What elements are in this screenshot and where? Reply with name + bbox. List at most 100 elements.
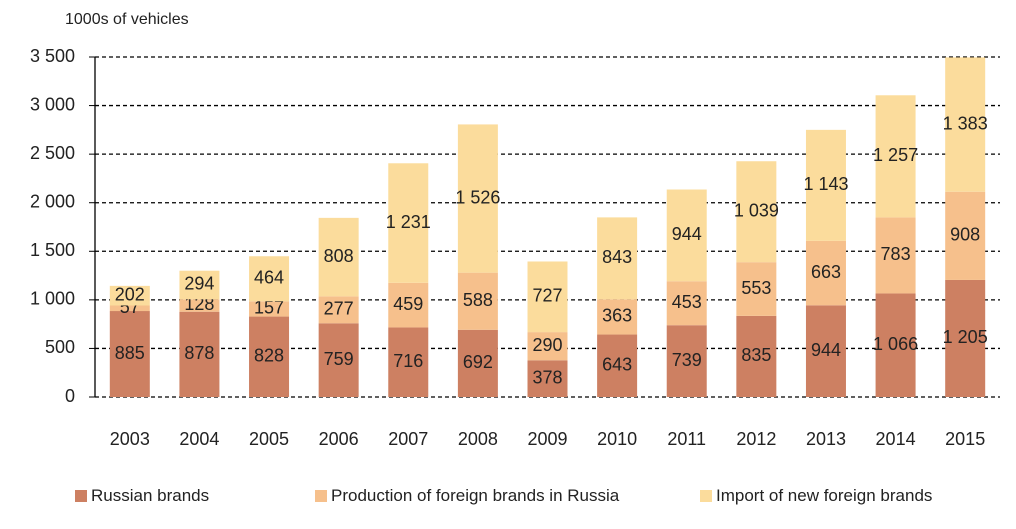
bar-segment: [249, 256, 290, 302]
legend-swatch: [700, 490, 712, 502]
bar-segment: [597, 299, 638, 335]
bar-segment: [736, 161, 777, 263]
value-label: 453: [672, 292, 702, 312]
legend-label: Production of foreign brands in Russia: [331, 486, 620, 505]
bar-segment: [527, 261, 568, 333]
legend-item: Import of new foreign brands: [700, 487, 960, 505]
bar-segment: [457, 124, 498, 273]
value-label: 1 066: [873, 334, 918, 354]
value-label: 885: [115, 343, 145, 363]
y-tick-label: 500: [45, 337, 75, 357]
value-label: 1 231: [386, 212, 431, 232]
bar-segment: [597, 334, 638, 397]
value-label: 588: [463, 290, 493, 310]
bar-segment: [179, 299, 220, 312]
value-label: 663: [811, 262, 841, 282]
y-tick-label: 2 500: [30, 143, 75, 163]
bar-segment: [527, 360, 568, 397]
value-label: 692: [463, 352, 493, 372]
value-label: 553: [741, 278, 771, 298]
value-label: 808: [324, 246, 354, 266]
value-label: 944: [672, 224, 702, 244]
value-label: 1 257: [873, 145, 918, 165]
y-tick-label: 2 000: [30, 191, 75, 211]
x-tick-label: 2008: [458, 429, 498, 449]
bar-segment: [805, 129, 846, 241]
value-label: 828: [254, 346, 284, 366]
bar-segment: [318, 296, 359, 324]
value-label: 459: [393, 294, 423, 314]
bar-segment: [109, 285, 150, 306]
bar-segment: [875, 217, 916, 294]
bar-segment: [179, 270, 220, 300]
value-label: 783: [881, 244, 911, 264]
legend-swatch: [75, 490, 87, 502]
value-label: 363: [602, 306, 632, 326]
x-tick-label: 2012: [736, 429, 776, 449]
x-tick-label: 2010: [597, 429, 637, 449]
value-label: 290: [532, 335, 562, 355]
legend-item: Production of foreign brands in Russia: [315, 487, 645, 505]
legend-label: Import of new foreign brands: [716, 486, 933, 505]
value-label: 878: [184, 343, 214, 363]
value-label: 202: [115, 284, 145, 304]
value-label: 643: [602, 355, 632, 375]
bar-segment: [736, 262, 777, 316]
bar-segment: [945, 57, 986, 192]
value-label: 1 039: [734, 200, 779, 220]
value-label: 157: [254, 298, 284, 318]
bar-segment: [666, 281, 707, 326]
legend-item: Russian brands: [75, 487, 275, 505]
bar-segment: [388, 327, 429, 397]
bar-segment: [666, 325, 707, 397]
value-label: 727: [532, 286, 562, 306]
x-tick-label: 2013: [806, 429, 846, 449]
y-tick-label: 1 500: [30, 240, 75, 260]
value-label: 464: [254, 268, 284, 288]
legend-label: Russian brands: [91, 486, 210, 505]
bar-segment: [179, 311, 220, 397]
y-axis-label: 1000s of vehicles: [65, 11, 189, 28]
y-tick-label: 1 000: [30, 289, 75, 309]
bar-segment: [109, 311, 150, 397]
bar-segment: [109, 305, 150, 312]
value-label: 1 526: [455, 187, 500, 207]
bar-segment: [457, 272, 498, 330]
x-tick-label: 2015: [945, 429, 985, 449]
value-label: 716: [393, 351, 423, 371]
value-label: 378: [532, 367, 562, 387]
x-tick-label: 2006: [319, 429, 359, 449]
value-label: 1 205: [943, 327, 988, 347]
bar-segment: [875, 293, 916, 397]
bar-segment: [249, 301, 290, 317]
bar-segment: [666, 189, 707, 282]
x-tick-label: 2005: [249, 429, 289, 449]
y-tick-label: 3 500: [30, 46, 75, 66]
y-tick-label: 3 000: [30, 94, 75, 114]
x-tick-label: 2003: [110, 429, 150, 449]
value-label: 835: [741, 345, 771, 365]
x-tick-label: 2011: [667, 429, 706, 449]
value-label: 1 383: [943, 113, 988, 133]
bar-segment: [318, 323, 359, 397]
legend-swatch: [315, 490, 327, 502]
bar-segment: [736, 315, 777, 397]
x-tick-label: 2004: [179, 429, 219, 449]
value-label: 843: [602, 247, 632, 267]
bar-segment: [945, 279, 986, 397]
y-tick-label: 0: [65, 386, 75, 406]
value-label: 294: [184, 274, 214, 294]
bar-segment: [318, 217, 359, 297]
bar-segment: [249, 316, 290, 397]
bar-segment: [805, 305, 846, 397]
bar-segment: [388, 282, 429, 328]
value-label: 759: [324, 349, 354, 369]
bar-segment: [388, 163, 429, 283]
x-tick-label: 2014: [876, 429, 916, 449]
bar-segment: [457, 329, 498, 397]
bar-segment: [597, 217, 638, 300]
x-tick-label: 2009: [527, 429, 567, 449]
bar-segment: [875, 95, 916, 218]
